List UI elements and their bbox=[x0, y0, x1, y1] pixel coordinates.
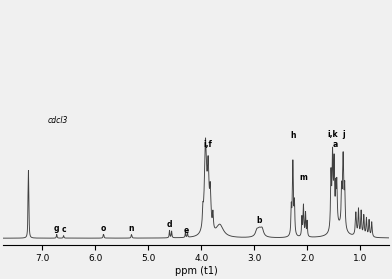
Text: n: n bbox=[129, 224, 134, 233]
Text: m: m bbox=[299, 173, 307, 182]
Text: a: a bbox=[332, 140, 338, 149]
Text: h: h bbox=[290, 131, 296, 140]
Text: d: d bbox=[167, 220, 172, 229]
Text: g: g bbox=[54, 224, 60, 233]
Text: i,f: i,f bbox=[203, 140, 212, 149]
Text: i,k: i,k bbox=[327, 130, 338, 139]
Text: e: e bbox=[184, 226, 189, 235]
Text: cdcl3: cdcl3 bbox=[48, 116, 68, 125]
Text: o: o bbox=[101, 224, 106, 233]
X-axis label: ppm (t1): ppm (t1) bbox=[174, 266, 218, 276]
Text: b: b bbox=[257, 216, 262, 225]
Text: j: j bbox=[342, 130, 345, 139]
Text: c: c bbox=[61, 225, 66, 234]
